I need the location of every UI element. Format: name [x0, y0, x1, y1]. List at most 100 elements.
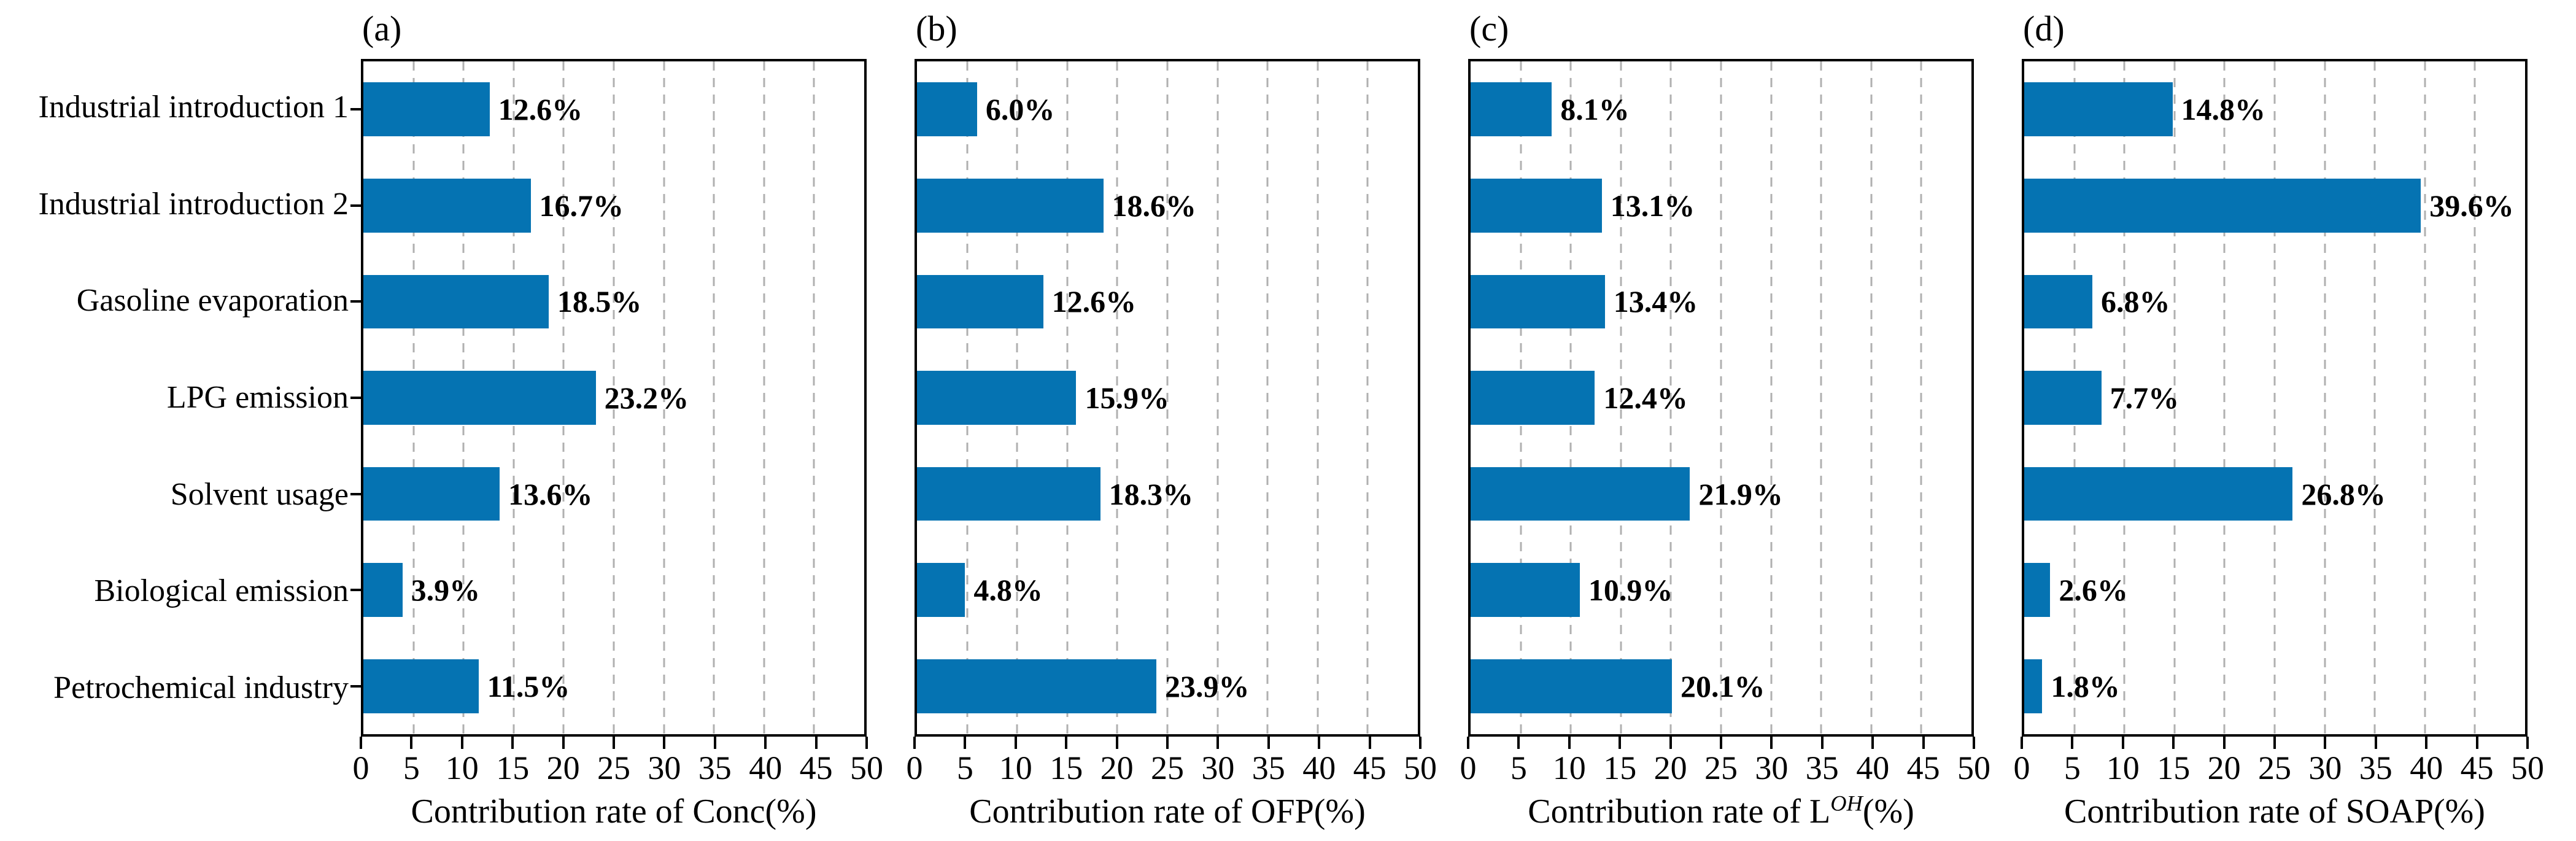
gridline [1366, 61, 1369, 734]
bar [2024, 467, 2293, 521]
x-tick-mark [460, 737, 463, 749]
category-label: Biological emission [94, 573, 349, 609]
bar [1471, 82, 1552, 137]
bar-row: 23.9% [917, 638, 1418, 734]
x-tick-label: 25 [1704, 750, 1738, 786]
bar [363, 563, 403, 618]
x-tick-mark [1669, 737, 1672, 749]
bar-value-label: 26.8% [2301, 476, 2386, 511]
bar-row: 12.4% [1471, 350, 1971, 446]
bar-value-label: 4.8% [973, 573, 1043, 608]
gridline [2474, 61, 2476, 734]
x-tick-mark [1065, 737, 1068, 749]
bar-value-label: 18.6% [1112, 188, 1197, 223]
x-tick-mark [1014, 737, 1017, 749]
bar [1471, 563, 1580, 618]
gridline [763, 61, 765, 734]
x-tick-mark [865, 737, 868, 749]
bar-row: 2.6% [2024, 542, 2525, 638]
bar-value-label: 7.7% [2110, 381, 2180, 416]
x-tick-label: 35 [2359, 750, 2392, 786]
bar [2024, 179, 2421, 233]
y-tick [350, 589, 361, 592]
x-tick-label: 15 [1050, 750, 1083, 786]
y-tick [350, 300, 361, 303]
x-tick-label: 30 [1755, 750, 1789, 786]
x-tick-label: 0 [906, 750, 923, 786]
bar-row: 12.6% [917, 254, 1418, 350]
x-tick-mark [1517, 737, 1520, 749]
bar [917, 82, 977, 137]
category-label: Gasoline evaporation [76, 283, 349, 319]
y-tick [350, 108, 361, 111]
bar [1471, 467, 1690, 521]
gridline [2424, 61, 2426, 734]
x-tick-label: 10 [1552, 750, 1586, 786]
bar-row: 39.6% [2024, 158, 2525, 254]
x-tick-mark [2324, 737, 2327, 749]
x-tick-label: 20 [1100, 750, 1134, 786]
panel-title: (b) [916, 9, 957, 48]
x-tick-mark [562, 737, 565, 749]
x-tick-label: 45 [2460, 750, 2494, 786]
y-axis-labels: Industrial introduction 1 Industrial intr… [10, 59, 361, 737]
x-tick-mark [2021, 737, 2023, 749]
x-tick-label: 20 [2207, 750, 2241, 786]
x-tick-mark [511, 737, 514, 749]
bar [1471, 179, 1602, 233]
x-tick-mark [964, 737, 967, 749]
x-tick-label: 10 [445, 750, 479, 786]
bar [917, 467, 1100, 521]
panel-title: (d) [2023, 9, 2065, 48]
chart-panel: (b) 6.0% 18.6% 12.6% 15.9% 18.3% 4.8% 23.9% 0 5 10… [907, 6, 1437, 831]
bar-value-label: 12.6% [1051, 284, 1137, 319]
x-tick-label: 5 [956, 750, 973, 786]
x-tick-mark [1820, 737, 1824, 749]
bar-value-label: 12.4% [1603, 381, 1688, 416]
bar [2024, 274, 2092, 329]
gridline [2273, 61, 2276, 734]
gridline [2223, 61, 2226, 734]
bar-row: 13.1% [1471, 158, 1971, 254]
x-axis-title: Contribution rate of SOAP(%) [2022, 793, 2528, 831]
bar-value-label: 39.6% [2429, 188, 2514, 223]
bar-value-label: 3.9% [411, 573, 481, 608]
x-tick-label: 40 [1856, 750, 1890, 786]
bar-value-label: 2.6% [2059, 573, 2128, 608]
x-tick-mark [2273, 737, 2276, 749]
bar-row: 6.0% [917, 61, 1418, 158]
bar-row: 13.6% [350, 446, 864, 542]
bar [917, 274, 1043, 329]
x-tick-label: 25 [1151, 750, 1184, 786]
bar-value-label: 13.6% [508, 476, 593, 511]
x-tick-label: 50 [850, 750, 883, 786]
x-tick-label: 30 [648, 750, 681, 786]
category-label: Industrial introduction 2 [38, 186, 349, 222]
x-tick-label: 0 [1460, 750, 1477, 786]
panel-title: (a) [362, 9, 402, 48]
bar [1471, 659, 1673, 713]
x-tick-label: 15 [2157, 750, 2191, 786]
x-tick-label: 25 [2258, 750, 2291, 786]
bar-row: 23.2% [350, 350, 864, 446]
bar-value-label: 13.1% [1610, 188, 1695, 223]
bar [363, 179, 531, 233]
category-label: Industrial introduction 1 [38, 89, 349, 125]
bar [917, 179, 1104, 233]
x-tick-label: 35 [1805, 750, 1839, 786]
x-tick-label: 0 [352, 750, 369, 786]
x-tick-label: 40 [749, 750, 783, 786]
bar-row: 20.1% [1471, 638, 1971, 734]
x-tick-label: 20 [1654, 750, 1687, 786]
category-label: Solvent usage [170, 476, 349, 512]
x-axis-title-text: (%) [1862, 793, 1914, 831]
plot-area: 12.6% 16.7% 18.5% 23.2% 13.6% 3.9% 11.5% [350, 59, 867, 737]
x-tick-mark [2222, 737, 2226, 749]
bar-row: 18.3% [917, 446, 1418, 542]
chart-panel: (d) 14.8% 39.6% 6.8% 7.7% 26.8% 2.6% 1.8% 0 5 10 15… [2014, 6, 2545, 831]
bar-value-label: 15.9% [1085, 381, 1169, 416]
x-tick-mark [1115, 737, 1118, 749]
y-tick [350, 684, 361, 688]
gridline [813, 61, 815, 734]
x-tick-mark [360, 737, 362, 749]
